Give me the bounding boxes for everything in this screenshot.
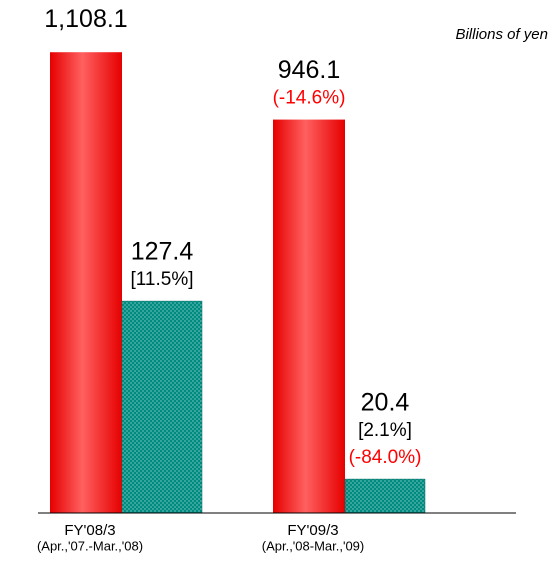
bar <box>344 478 426 514</box>
x-tick-sublabel: (Apr.,'08-Mar.,'09) <box>262 538 365 553</box>
x-tick-sublabel: (Apr.,'07.-Mar.,'08) <box>37 538 143 553</box>
unit-label: Billions of yen <box>455 26 548 43</box>
value-label: 127.4 <box>131 238 194 266</box>
x-tick-label: FY'09/3 <box>287 522 338 539</box>
value-label: 946.1 <box>278 56 341 84</box>
x-tick-label: FY'08/3 <box>64 522 115 539</box>
bar <box>50 52 122 513</box>
change-label: (-14.6%) <box>273 88 346 109</box>
ratio-label: [11.5%] <box>130 269 193 290</box>
value-label: 20.4 <box>361 389 410 417</box>
value-label: 1,108.1 <box>44 5 127 33</box>
bar <box>273 119 345 514</box>
change-label: (-84.0%) <box>349 447 422 468</box>
bar <box>121 300 203 514</box>
ratio-label: [2.1%] <box>358 420 412 441</box>
